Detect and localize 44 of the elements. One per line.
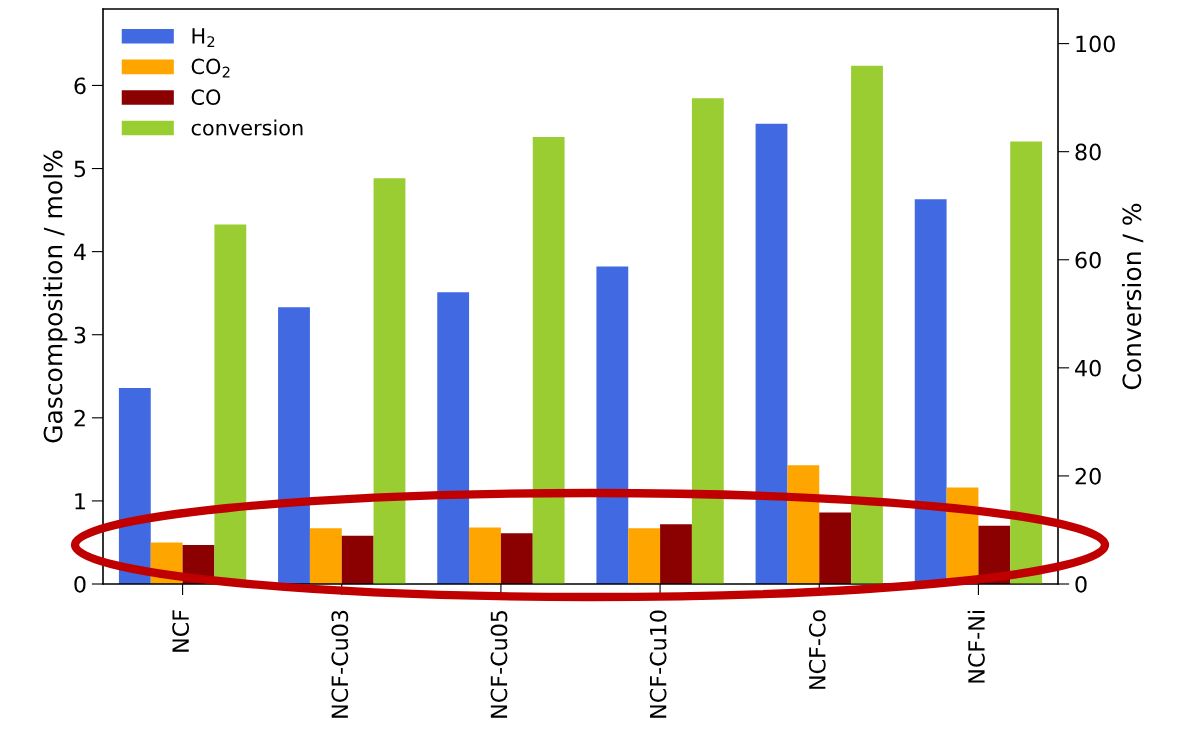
bar [755, 123, 788, 584]
bar [373, 178, 406, 584]
bar [1010, 141, 1043, 584]
bar [341, 535, 374, 584]
y-tick-label: 2 [74, 409, 85, 427]
bar [118, 387, 151, 584]
y-tick-label: 0 [74, 575, 86, 593]
y2-tick-label: 0 [1075, 575, 1087, 593]
y2-tick-label: 40 [1075, 359, 1101, 377]
bar [851, 65, 883, 584]
y-tick-label: 4 [73, 243, 86, 261]
bar [691, 98, 724, 584]
bar [596, 266, 629, 584]
bar [309, 528, 342, 584]
y2-tick-label: 20 [1075, 467, 1101, 485]
y-tick-label: 1 [75, 493, 85, 510]
legend-label: CO$_{2}$ [191, 58, 230, 78]
x-tick-label: NCF-Cu03 [331, 610, 349, 718]
x-tick-label: NCF-Cu05 [490, 610, 508, 718]
bar [914, 199, 947, 584]
bar [278, 307, 310, 584]
y2-tick-label: 80 [1075, 143, 1101, 161]
y-axis-title: Gascomposition / mol% [43, 150, 68, 443]
y-tick-label: 3 [74, 326, 86, 344]
legend-label: conversion [191, 119, 303, 136]
bar [660, 524, 692, 584]
bar [500, 533, 533, 584]
bar [628, 528, 661, 584]
y-tick-label: 6 [74, 77, 86, 95]
x-tick-label: NCF-Ni [967, 611, 985, 683]
bar [437, 292, 470, 584]
y-tick-label: 5 [74, 160, 86, 178]
legend-label: H$_{2}$ [192, 28, 215, 47]
legend-label: CO [191, 89, 221, 106]
y2-tick-label: 100 [1076, 35, 1115, 53]
bar [469, 527, 501, 584]
x-tick-label: NCF [172, 610, 190, 652]
bar [787, 465, 820, 584]
y2-tick-label: 60 [1075, 251, 1101, 269]
x-tick-label: NCF-Cu10 [649, 610, 667, 718]
bar [532, 137, 565, 584]
x-tick-label: NCF-Co [808, 610, 826, 689]
bar [819, 512, 852, 584]
y2-axis-title: Conversion / % [1121, 203, 1144, 390]
